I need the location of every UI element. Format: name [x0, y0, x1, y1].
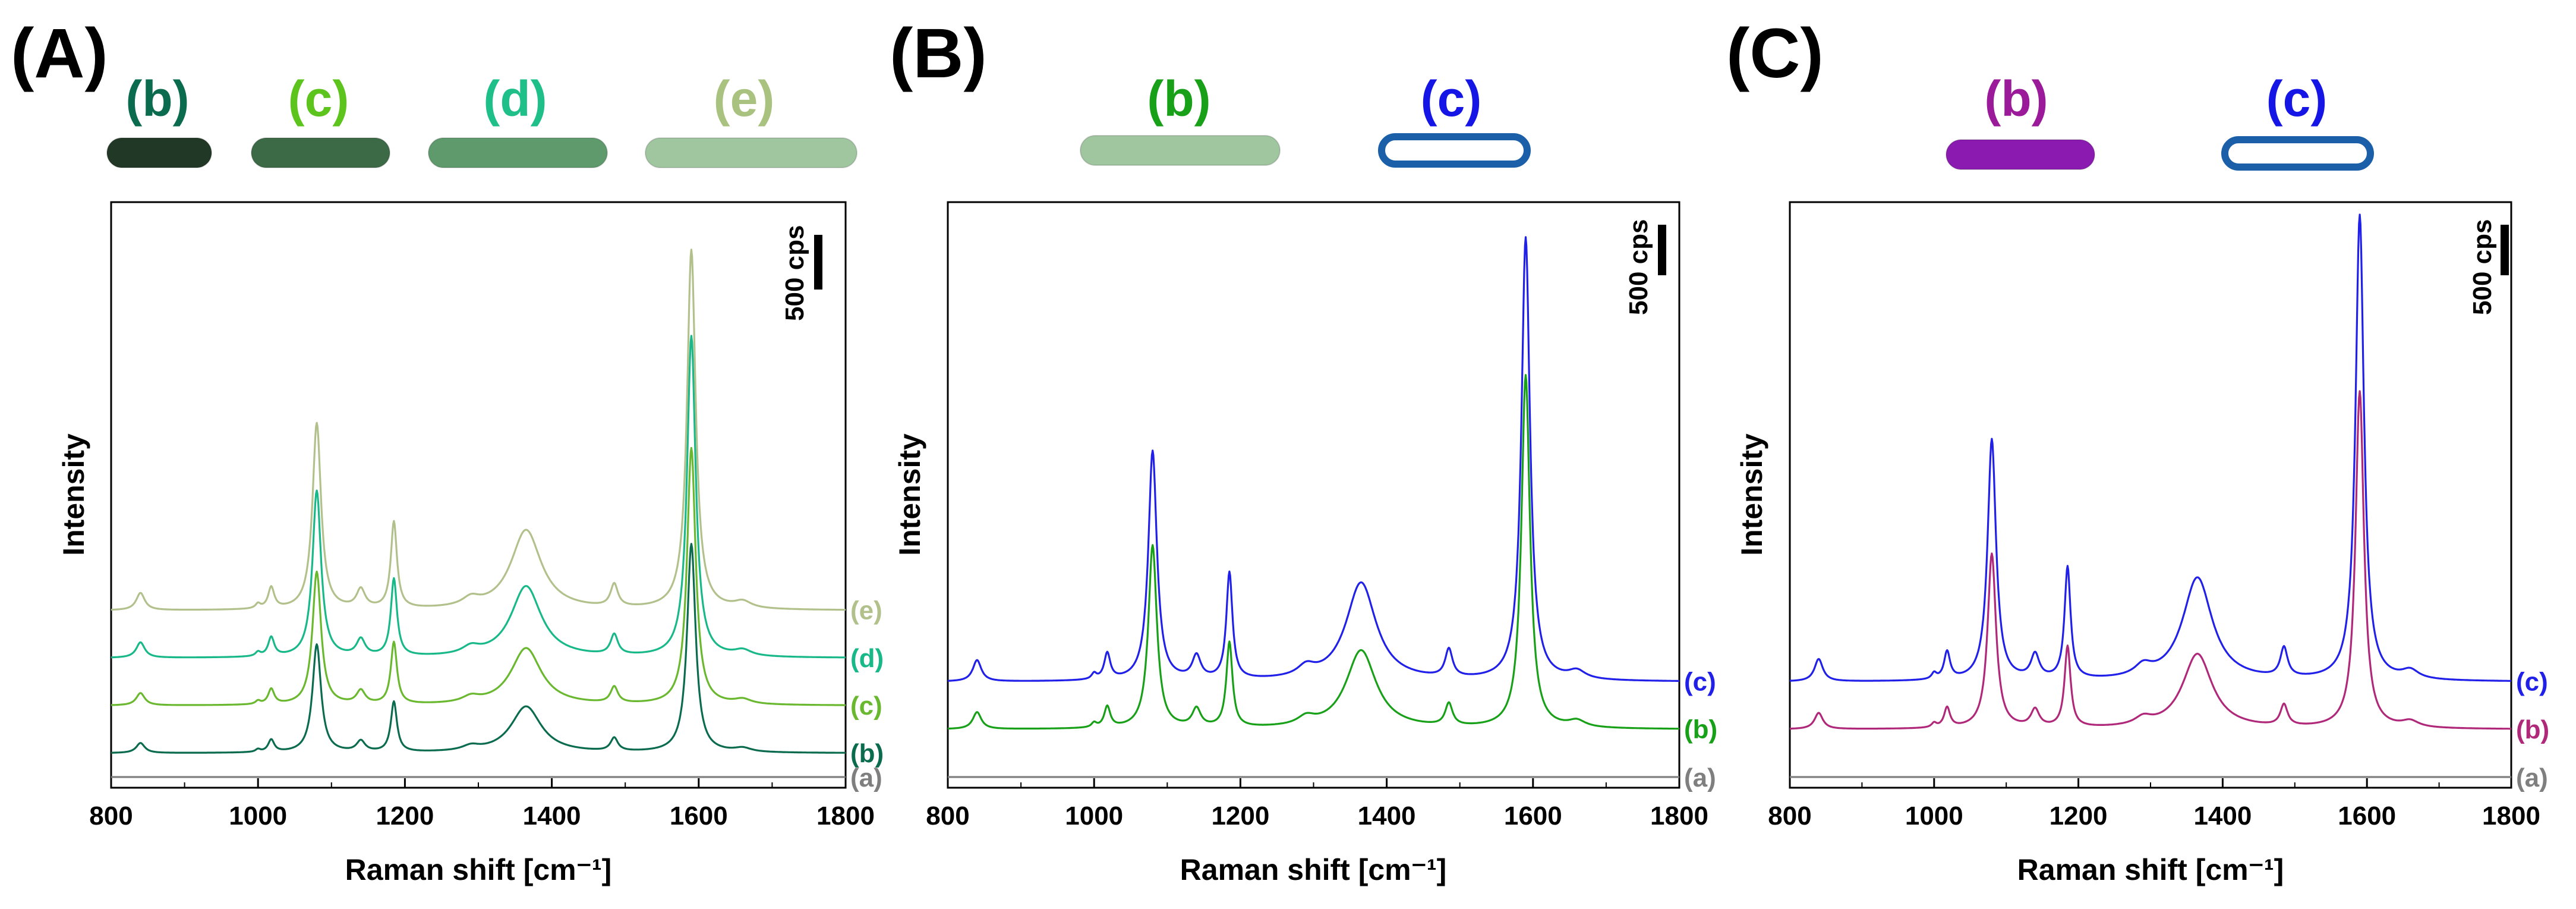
- series-label-a: (a): [2516, 763, 2548, 792]
- x-axis-title: Raman shift [cm⁻¹]: [2017, 853, 2284, 886]
- x-tick-label: 1600: [670, 801, 728, 831]
- nanorod-c: [1378, 133, 1531, 168]
- rod-label-e: (e): [714, 71, 775, 127]
- scale-bar: [1658, 225, 1666, 275]
- rod-label-b: (b): [125, 71, 189, 127]
- series-label-c: (c): [1684, 667, 1716, 696]
- rod-label-b: (b): [1984, 71, 2048, 127]
- series-label-b: (b): [1684, 715, 1717, 744]
- x-tick-label: 1400: [523, 801, 581, 831]
- scale-bar: [814, 235, 822, 290]
- x-tick-label: 1600: [2338, 801, 2396, 831]
- y-axis-title: Intensity: [1735, 433, 1768, 556]
- spectrum-c: [1789, 213, 2512, 682]
- spectrum-b: [947, 374, 1680, 730]
- nanorod-c: [2221, 136, 2374, 171]
- rod-label-b: (b): [1147, 71, 1210, 127]
- nanorod-c: [251, 137, 390, 168]
- y-axis-title: Intensity: [57, 433, 90, 556]
- x-tick-label: 1000: [1065, 801, 1123, 831]
- x-axis-title: Raman shift [cm⁻¹]: [1180, 853, 1447, 886]
- series-label-b: (b): [2516, 715, 2549, 744]
- rod-label-c: (c): [288, 71, 349, 127]
- y-axis-title: Intensity: [893, 433, 926, 556]
- series-label-e: (e): [850, 596, 882, 625]
- series-label-a: (a): [850, 763, 882, 792]
- x-tick-label: 1000: [229, 801, 287, 831]
- spectrum-b: [1789, 390, 2512, 730]
- nanorod-b: [106, 137, 212, 168]
- spectrum-b: [111, 543, 846, 754]
- nanorod-e: [645, 137, 857, 168]
- nanorod-legend: (b) (c): [1946, 71, 2374, 171]
- panel-letter: (A): [11, 14, 108, 93]
- series-labels: (a) (b) (c): [2516, 667, 2549, 792]
- panel-letter: (C): [1726, 14, 1824, 93]
- x-tick-label: 1000: [1905, 801, 1963, 831]
- scale-bar-label: 500 cps: [2468, 219, 2497, 315]
- series-label-a: (a): [1684, 763, 1716, 792]
- spectra: [947, 236, 1680, 778]
- series-labels: (a)(b) (c) (d) (e): [850, 596, 884, 792]
- panel-letter: (B): [890, 14, 987, 93]
- x-tick-label: 1400: [1358, 801, 1416, 831]
- panel-b: (B) (b) (c) 800 1000 1200 1400 1600 1800 (a)(…: [890, 14, 1717, 886]
- spectrum-e: [111, 249, 846, 611]
- x-tick-label: 1400: [2193, 801, 2252, 831]
- scale-bar: [2501, 225, 2509, 275]
- series-label-c: (c): [2516, 667, 2548, 696]
- x-tick-label: 1600: [1504, 801, 1562, 831]
- spectrum-d: [111, 335, 846, 659]
- x-tick-label: 1800: [2482, 801, 2540, 831]
- scale-bar-label: 500 cps: [1624, 219, 1653, 315]
- x-tick-label: 800: [1768, 801, 1811, 831]
- spectrum-c: [111, 446, 846, 706]
- x-tick-label: 1800: [816, 801, 875, 831]
- series-labels: (a) (b) (c): [1684, 667, 1717, 792]
- spectrum-c: [947, 236, 1680, 682]
- x-tick-label: 1200: [2050, 801, 2108, 831]
- x-tick-label: 1800: [1650, 801, 1708, 831]
- nanorod-d: [428, 137, 608, 168]
- x-axis-ticks: 800 1000 1200 1400 1600 1800: [1768, 778, 2540, 831]
- panel-a: (A) (b) (c) (d) (e) 800 1000 1200 1400 1600 1…: [11, 14, 884, 886]
- x-axis-ticks: 800 1000 1200 1400 1600 1800: [926, 778, 1708, 831]
- spectra: [111, 249, 846, 778]
- nanorod-legend: (b) (c): [1080, 71, 1531, 168]
- x-tick-label: 1200: [376, 801, 434, 831]
- series-label-b: (b): [850, 739, 884, 768]
- series-label-d: (d): [850, 644, 884, 673]
- x-tick-label: 1200: [1211, 801, 1269, 831]
- x-axis-title: Raman shift [cm⁻¹]: [345, 853, 612, 886]
- x-axis-ticks: 800 1000 1200 1400 1600 1800: [89, 778, 875, 831]
- nanorod-b: [1946, 139, 2095, 170]
- x-tick-label: 800: [926, 801, 969, 831]
- rod-label-d: (d): [483, 71, 547, 127]
- spectra: [1789, 213, 2512, 778]
- x-tick-label: 800: [89, 801, 133, 831]
- rod-label-c: (c): [1421, 71, 1482, 127]
- nanorod-b: [1080, 135, 1281, 166]
- scale-bar-label: 500 cps: [780, 225, 809, 321]
- rod-label-c: (c): [2266, 71, 2328, 127]
- series-label-c: (c): [850, 691, 882, 721]
- nanorod-legend: (b) (c) (d) (e): [106, 71, 857, 168]
- panel-c: (C) (b) (c) 800 1000 1200 1400 1600 1800 (a)(…: [1726, 14, 2549, 886]
